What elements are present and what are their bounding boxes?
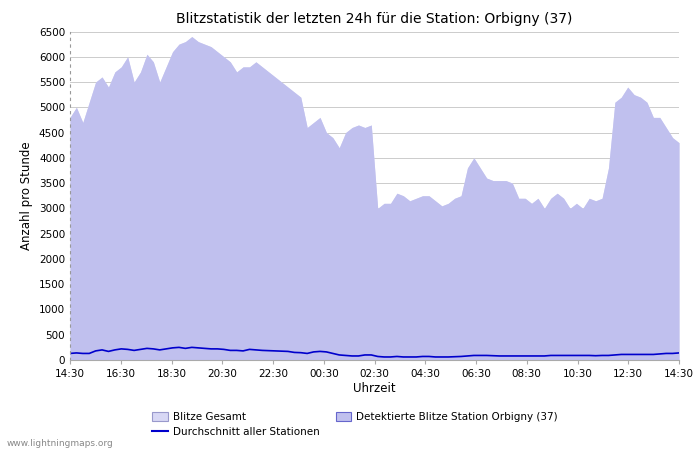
X-axis label: Uhrzeit: Uhrzeit [354, 382, 395, 395]
Legend: Blitze Gesamt, Durchschnitt aller Stationen, Detektierte Blitze Station Orbigny : Blitze Gesamt, Durchschnitt aller Statio… [148, 408, 562, 441]
Text: www.lightningmaps.org: www.lightningmaps.org [7, 439, 113, 448]
Y-axis label: Anzahl pro Stunde: Anzahl pro Stunde [20, 141, 34, 250]
Title: Blitzstatistik der letzten 24h für die Station: Orbigny (37): Blitzstatistik der letzten 24h für die S… [176, 12, 573, 26]
